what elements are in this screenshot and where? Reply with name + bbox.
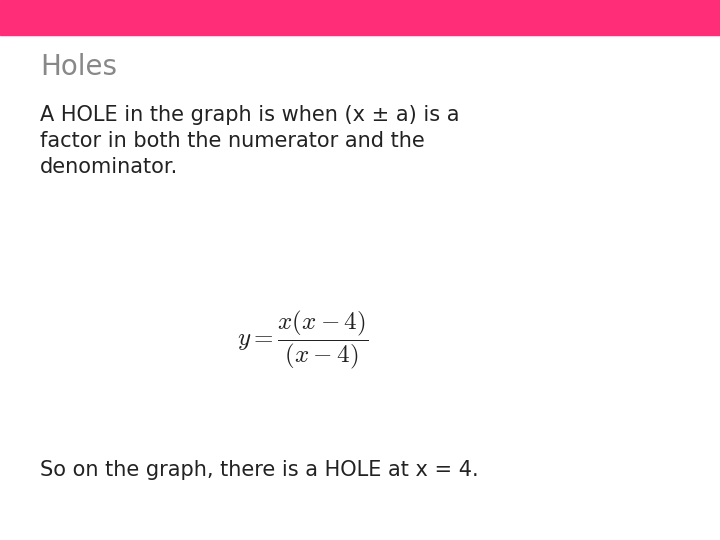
Text: So on the graph, there is a HOLE at x = 4.: So on the graph, there is a HOLE at x = … (40, 460, 479, 480)
Text: factor in both the numerator and the: factor in both the numerator and the (40, 131, 425, 151)
Text: A HOLE in the graph is when (x ± a) is a: A HOLE in the graph is when (x ± a) is a (40, 105, 459, 125)
Text: Holes: Holes (40, 53, 117, 81)
Text: denominator.: denominator. (40, 157, 179, 177)
Text: $y = \dfrac{x(x-4)}{(x-4)}$: $y = \dfrac{x(x-4)}{(x-4)}$ (237, 308, 368, 372)
Bar (0, 0, 720, 35)
